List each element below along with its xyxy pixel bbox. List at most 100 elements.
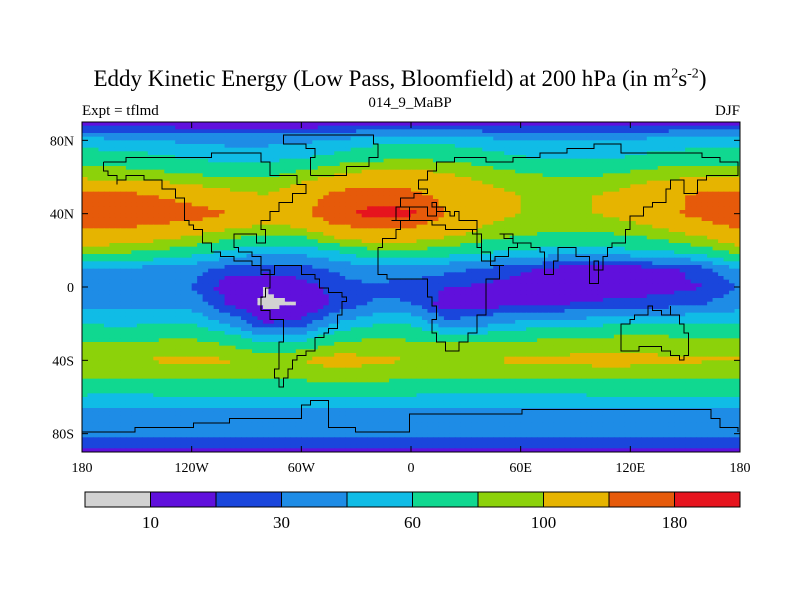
field-cell bbox=[125, 254, 132, 259]
field-cell bbox=[383, 188, 390, 193]
field-cell bbox=[367, 151, 374, 156]
field-cell bbox=[685, 243, 692, 248]
field-cell bbox=[235, 162, 242, 167]
field-cell bbox=[564, 265, 571, 270]
field-cell bbox=[147, 129, 154, 134]
field-cell bbox=[668, 155, 675, 160]
field-cell bbox=[438, 140, 445, 145]
field-cell bbox=[438, 162, 445, 167]
field-cell bbox=[125, 129, 132, 134]
field-cell bbox=[613, 217, 620, 222]
field-cell bbox=[580, 125, 588, 130]
field-cell bbox=[317, 224, 324, 229]
field-cell bbox=[641, 221, 648, 226]
field-cell bbox=[548, 129, 555, 134]
field-cell bbox=[646, 206, 653, 211]
field-cell bbox=[235, 129, 242, 134]
field-cell bbox=[345, 188, 352, 193]
field-cell bbox=[317, 206, 324, 211]
field-cell bbox=[696, 224, 703, 229]
field-cell bbox=[345, 169, 352, 174]
field-cell bbox=[290, 188, 297, 193]
field-cell bbox=[586, 173, 593, 178]
field-cell bbox=[696, 125, 703, 130]
field-cell bbox=[180, 210, 187, 215]
field-cell bbox=[526, 177, 533, 182]
field-cell bbox=[142, 177, 149, 182]
field-cell bbox=[498, 180, 505, 185]
field-cell bbox=[306, 254, 313, 259]
field-cell bbox=[487, 239, 494, 244]
field-cell bbox=[114, 254, 121, 259]
field-cell bbox=[114, 122, 121, 127]
field-cell bbox=[487, 232, 494, 237]
field-cell bbox=[619, 191, 626, 196]
field-cell bbox=[180, 243, 187, 248]
field-cell bbox=[531, 217, 538, 222]
field-cell bbox=[553, 199, 560, 204]
field-cell bbox=[668, 136, 675, 141]
field-cell bbox=[372, 213, 379, 218]
field-cell bbox=[559, 257, 566, 262]
field-cell bbox=[668, 177, 675, 182]
field-cell bbox=[432, 268, 440, 273]
field-cell bbox=[125, 268, 132, 273]
field-cell bbox=[92, 213, 100, 218]
field-cell bbox=[630, 188, 637, 193]
field-cell bbox=[92, 151, 100, 156]
field-cell bbox=[312, 246, 319, 251]
field-cell bbox=[646, 136, 653, 141]
field-cell bbox=[191, 210, 198, 215]
field-cell bbox=[197, 184, 204, 189]
field-cell bbox=[619, 202, 626, 207]
field-cell bbox=[383, 162, 390, 167]
field-cell bbox=[465, 250, 472, 255]
field-cell bbox=[652, 224, 659, 229]
field-cell bbox=[482, 257, 489, 262]
field-cell bbox=[295, 246, 302, 251]
field-cell bbox=[493, 169, 500, 174]
field-cell bbox=[142, 199, 149, 204]
field-cell bbox=[657, 206, 664, 211]
field-cell bbox=[317, 257, 324, 262]
field-cell bbox=[405, 195, 412, 200]
field-cell bbox=[696, 136, 703, 141]
field-cell bbox=[482, 224, 489, 229]
field-cell bbox=[109, 184, 116, 189]
field-cell bbox=[657, 133, 664, 138]
field-cell bbox=[531, 129, 538, 134]
field-cell bbox=[306, 221, 313, 226]
field-cell bbox=[224, 136, 231, 141]
field-cell bbox=[169, 125, 176, 130]
field-cell bbox=[246, 254, 253, 259]
field-cell bbox=[559, 129, 566, 134]
field-cell bbox=[580, 217, 588, 222]
field-cell bbox=[652, 122, 659, 127]
field-cell bbox=[142, 184, 149, 189]
field-cell bbox=[180, 147, 187, 152]
field-cell bbox=[230, 180, 237, 185]
field-cell bbox=[169, 239, 176, 244]
field-cell bbox=[164, 191, 171, 196]
field-cell bbox=[690, 158, 697, 163]
field-cell bbox=[537, 133, 544, 138]
field-cell bbox=[147, 235, 154, 240]
field-cell bbox=[125, 144, 132, 149]
field-cell bbox=[613, 180, 620, 185]
field-cell bbox=[624, 125, 631, 130]
field-cell bbox=[465, 195, 472, 200]
field-cell bbox=[482, 235, 489, 240]
field-cell bbox=[668, 224, 675, 229]
field-cell bbox=[438, 173, 445, 178]
field-cell bbox=[98, 122, 105, 127]
field-cell bbox=[723, 166, 730, 171]
field-cell bbox=[493, 202, 500, 207]
field-cell bbox=[712, 228, 719, 233]
field-cell bbox=[191, 202, 198, 207]
field-cell bbox=[520, 184, 527, 189]
field-cell bbox=[317, 272, 324, 277]
field-cell bbox=[729, 188, 736, 193]
field-cell bbox=[701, 180, 708, 185]
field-cell bbox=[125, 232, 132, 237]
field-cell bbox=[345, 195, 352, 200]
